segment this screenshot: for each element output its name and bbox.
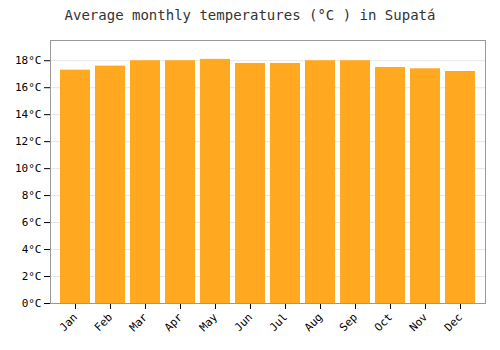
svg-text:Feb: Feb — [92, 311, 115, 334]
svg-text:Mar: Mar — [127, 310, 151, 334]
svg-text:Jan: Jan — [57, 311, 80, 334]
svg-text:Jul: Jul — [267, 311, 290, 334]
svg-text:Apr: Apr — [162, 310, 186, 334]
svg-text:Nov: Nov — [407, 310, 431, 334]
svg-text:4°C: 4°C — [22, 243, 42, 256]
svg-text:14°C: 14°C — [15, 108, 42, 121]
svg-text:Jun: Jun — [232, 311, 255, 334]
svg-text:0°C: 0°C — [22, 297, 42, 310]
svg-text:Dec: Dec — [442, 311, 465, 334]
svg-text:10°C: 10°C — [15, 162, 42, 175]
svg-text:8°C: 8°C — [22, 189, 42, 202]
html-text:Average monthly temperatures (: Average monthly temperatures (°C ) in Su… — [64, 7, 436, 23]
svg-text:16°C: 16°C — [15, 81, 42, 94]
svg-text:2°C: 2°C — [22, 270, 42, 283]
svg-text:Oct: Oct — [372, 311, 395, 334]
svg-text:6°C: 6°C — [22, 216, 42, 229]
svg-text:May: May — [197, 310, 221, 334]
svg-text:12°C: 12°C — [15, 135, 42, 148]
svg-text:Aug: Aug — [302, 311, 325, 334]
svg-text:Sep: Sep — [337, 311, 360, 334]
svg-text:18°C: 18°C — [15, 54, 42, 67]
